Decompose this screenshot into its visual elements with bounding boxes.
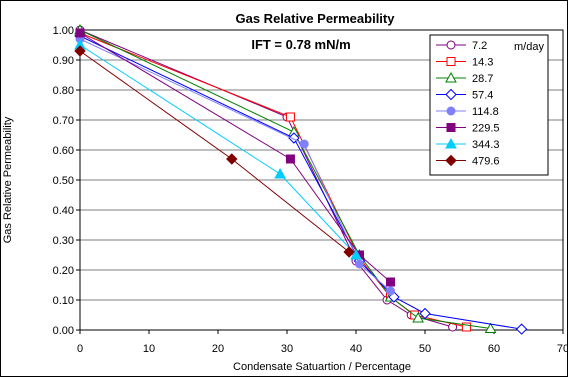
series-229-5 [75, 28, 395, 287]
series-line [79, 32, 391, 283]
legend-entry: 14.3 [436, 57, 493, 69]
data-point [75, 28, 85, 38]
series-line [79, 38, 391, 292]
data-point [343, 246, 355, 258]
data-point [350, 248, 362, 260]
y-tick-label: 0.10 [53, 295, 74, 307]
data-point [515, 323, 528, 335]
legend-entry: 479.6 [436, 154, 500, 168]
series-group [74, 23, 528, 335]
data-point [445, 88, 457, 101]
data-point [419, 307, 431, 320]
legend-entry: 57.4 [436, 88, 493, 102]
series-344-3 [74, 38, 362, 260]
x-tick-label: 40 [350, 343, 362, 355]
y-tick-label: 1.00 [53, 25, 74, 37]
legend: m/day 7.2 14.3 28.7 57.4 114.8 229.5 344.3 479.… [429, 34, 549, 176]
legend-label: 229.5 [472, 123, 500, 135]
y-axis-ticks: 0.00 0.10 0.20 0.30 0.40 0.50 0.60 0.70 0.80 0.90… [53, 25, 80, 337]
data-point [299, 139, 309, 149]
data-point [446, 123, 456, 132]
data-point [226, 153, 238, 165]
y-tick-label: 0.30 [53, 235, 74, 247]
legend-label: 14.3 [472, 57, 493, 69]
data-point [445, 137, 457, 149]
chart-subtitle: IFT = 0.78 mN/m [251, 37, 350, 52]
x-axis-label: Condensate Satuartion / Percentage [233, 361, 411, 373]
data-point [484, 322, 497, 333]
chart-title: Gas Relative Permeability [236, 11, 396, 26]
data-point [285, 112, 295, 122]
x-tick-label: 30 [281, 343, 293, 355]
legend-entry: 344.3 [436, 137, 500, 151]
series-114-8 [75, 34, 395, 296]
y-tick-label: 0.20 [53, 265, 74, 277]
y-axis-label: Gas Relative Permeability [2, 116, 14, 243]
data-point [354, 259, 364, 269]
data-point [285, 154, 295, 164]
legend-label: 7.2 [472, 40, 487, 52]
data-point [386, 286, 395, 296]
x-tick-label: 10 [143, 343, 155, 355]
data-point [446, 40, 456, 50]
data-point [446, 106, 456, 116]
legend-entry: 28.7 [436, 71, 493, 85]
y-tick-label: 0.90 [53, 55, 74, 67]
legend-entry: 229.5 [436, 123, 500, 135]
x-tick-label: 50 [419, 343, 431, 355]
legend-entry: 114.8 [436, 106, 499, 118]
data-point [461, 322, 471, 332]
x-axis-ticks: 0 10 20 30 40 50 60 70 [77, 330, 568, 355]
x-tick-label: 70 [557, 343, 568, 355]
x-tick-label: 60 [488, 343, 500, 355]
legend-label: 114.8 [472, 106, 499, 118]
data-point [445, 154, 457, 167]
legend-unit: m/day [514, 41, 544, 53]
legend-label: 28.7 [472, 73, 493, 85]
y-tick-label: 0.00 [53, 325, 74, 337]
y-tick-label: 0.40 [53, 205, 74, 217]
data-point [74, 45, 86, 57]
y-tick-label: 0.70 [53, 115, 74, 127]
data-point [412, 311, 424, 323]
series-479-6 [74, 45, 355, 258]
data-point [386, 277, 395, 287]
legend-entry: 7.2 [436, 40, 487, 52]
legend-label: 57.4 [472, 90, 493, 102]
y-tick-label: 0.60 [53, 145, 74, 157]
y-tick-label: 0.50 [53, 175, 74, 187]
data-point [274, 167, 286, 179]
legend-label: 479.6 [472, 156, 500, 168]
x-tick-label: 20 [212, 343, 224, 355]
legend-label: 344.3 [472, 139, 500, 151]
data-point [445, 71, 457, 83]
series-line [79, 29, 491, 329]
x-tick-label: 0 [77, 343, 83, 355]
data-point [446, 57, 456, 66]
y-tick-label: 0.80 [53, 85, 74, 97]
